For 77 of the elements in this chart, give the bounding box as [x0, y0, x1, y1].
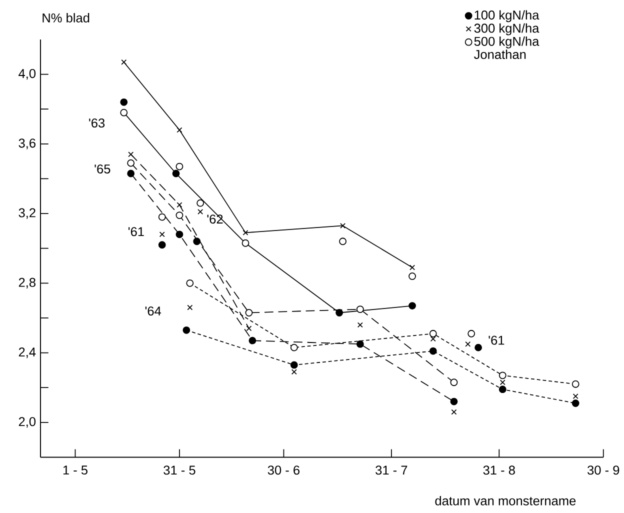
point [498, 372, 506, 380]
annotation: '65 [94, 164, 110, 174]
point [193, 238, 201, 246]
point [176, 127, 182, 133]
point [291, 369, 297, 375]
point [290, 344, 298, 352]
point [120, 98, 128, 106]
legend-label: 100 kgN/ha [474, 10, 540, 22]
point [356, 306, 364, 314]
point [186, 280, 194, 288]
point [176, 202, 182, 208]
point [176, 163, 184, 170]
point [290, 361, 298, 369]
point [430, 336, 436, 342]
point [572, 400, 580, 408]
y-tick-label: 4,0 [18, 69, 36, 80]
x-tick-label: 1 - 5 [63, 466, 88, 475]
legend-title: Jonathan [474, 50, 526, 60]
x-tick-label: 31 - 8 [483, 466, 515, 475]
point [187, 305, 193, 311]
point [120, 109, 128, 117]
y-tick-label: 2,4 [18, 348, 36, 358]
point [468, 330, 476, 338]
point [248, 337, 256, 345]
point [572, 380, 580, 388]
point [357, 322, 363, 328]
x-axis-title: datum van monstername [435, 496, 576, 506]
point [158, 241, 166, 249]
point [429, 330, 437, 338]
point [572, 394, 578, 400]
annotation: '63 [89, 118, 105, 128]
point [465, 342, 471, 348]
point [339, 238, 346, 246]
y-tick-label: 2,0 [18, 417, 36, 428]
point [196, 200, 204, 208]
point [450, 378, 458, 386]
point [121, 60, 127, 66]
point [356, 340, 364, 348]
point [336, 309, 344, 317]
point [198, 209, 204, 215]
point [127, 160, 135, 168]
y-tick-label: 3,2 [18, 208, 36, 220]
annotation: '64 [145, 306, 162, 316]
point [158, 214, 166, 221]
x-tick-label: 31 - 5 [164, 466, 196, 475]
point [128, 152, 134, 158]
annotation: '62 [207, 214, 223, 224]
point [159, 232, 165, 238]
point [340, 223, 346, 229]
legend-label: 300 kgN/ha [474, 24, 540, 36]
y-tick-label: 3,6 [18, 138, 36, 150]
point [176, 212, 184, 220]
point [182, 326, 190, 334]
point [429, 348, 437, 355]
point [172, 170, 180, 178]
point [410, 264, 416, 270]
point [498, 386, 506, 394]
point [450, 398, 458, 406]
legend-label: 500 kgN/ha [474, 36, 540, 49]
point [127, 170, 135, 178]
point [474, 344, 482, 352]
x-tick-label: 30 - 9 [588, 466, 620, 475]
point [245, 309, 253, 317]
point [500, 380, 506, 386]
y-tick-label: 2,8 [18, 278, 36, 289]
point [408, 272, 416, 280]
point [246, 326, 252, 332]
annotation: '61 [128, 227, 144, 236]
point [176, 230, 184, 238]
point [451, 409, 457, 415]
y-axis-title: N% blad [42, 13, 90, 23]
x-tick-label: 31 - 7 [376, 466, 408, 475]
point [242, 230, 248, 236]
x-tick-label: 30 - 6 [268, 466, 300, 475]
point [408, 302, 416, 310]
point [242, 240, 250, 248]
annotation: '61 [488, 336, 504, 346]
